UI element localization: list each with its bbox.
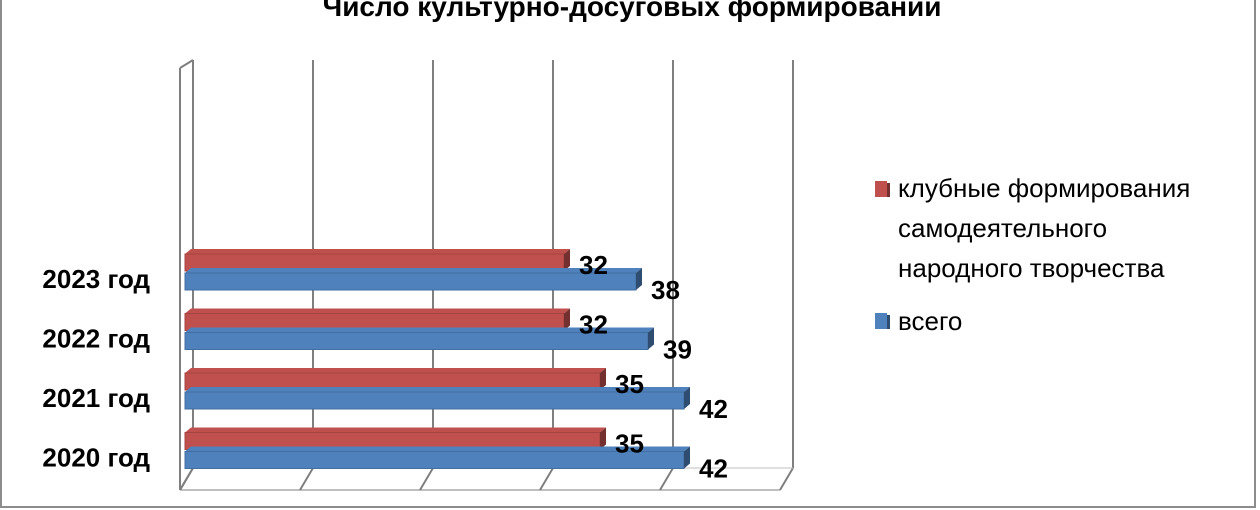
bar-end-face [636, 268, 642, 290]
bar-top-face [185, 327, 654, 333]
floor-tick [419, 467, 434, 491]
floor-tick [659, 467, 674, 491]
category-label: 2020 год [42, 443, 150, 473]
legend-swatch-total [875, 313, 887, 329]
data-label: 39 [663, 335, 692, 365]
chart-title: Число культурно-досуговых формирований [323, 0, 942, 22]
bar-end-face [564, 308, 570, 331]
legend-swatch-clubs-side [887, 183, 890, 197]
data-label: 32 [579, 250, 608, 280]
bar-end-face [648, 327, 654, 350]
data-label: 42 [699, 394, 728, 424]
bar [184, 391, 685, 410]
floor-tick [299, 467, 314, 491]
data-label: 35 [615, 369, 644, 399]
bar-end-face [684, 387, 690, 409]
data-label: 42 [699, 454, 728, 484]
category-label: 2022 год [42, 324, 150, 354]
category-label: 2023 год [42, 264, 150, 294]
bars [184, 249, 690, 469]
bar-end-face [684, 446, 690, 469]
floor-tick [539, 467, 554, 491]
bar-top-face [185, 427, 606, 433]
legend-label-clubs: клубные формирования [898, 173, 1190, 203]
category-label: 2021 год [42, 383, 150, 413]
bar-end-face [600, 427, 606, 450]
legend-label-clubs: самодеятельного [898, 213, 1107, 243]
legend-swatch-total-side [887, 315, 890, 329]
data-label: 32 [579, 310, 608, 340]
legend[interactable]: клубные формирования самодеятельного народ… [875, 173, 1190, 336]
legend-label-clubs: народного творчества [898, 253, 1165, 283]
bar-top-face [185, 268, 642, 273]
data-label: 35 [615, 429, 644, 459]
bar-top-face [185, 308, 570, 314]
data-label: 38 [651, 275, 680, 305]
bar-end-face [564, 249, 570, 271]
floor-tick [779, 467, 794, 491]
bar [184, 272, 637, 291]
labels: 2023 год 32 38 2022 год 32 39 2021 год 35 42 2020… [42, 250, 728, 484]
bar-top-face [185, 368, 606, 373]
bar-top-face [185, 446, 690, 452]
bar-end-face [600, 368, 606, 390]
legend-swatch-clubs [875, 181, 887, 197]
bar-top-face [185, 387, 690, 392]
bar-top-face [185, 249, 570, 254]
wall-top-edge [179, 59, 194, 69]
axis-corner [179, 467, 194, 491]
bar [184, 451, 685, 469]
legend-label-total: всего [898, 306, 962, 336]
